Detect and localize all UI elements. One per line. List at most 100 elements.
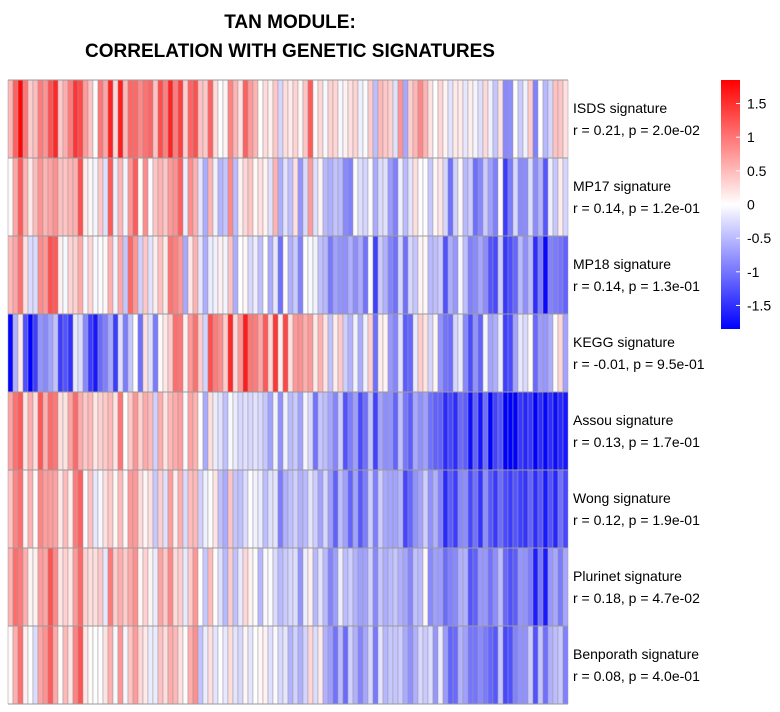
heatmap-cell	[327, 157, 334, 237]
heatmap-cell	[62, 157, 69, 237]
heatmap-cell	[287, 391, 294, 471]
heatmap-cell	[262, 235, 269, 315]
heatmap-cell	[17, 625, 24, 705]
heatmap-cell	[102, 235, 109, 315]
heatmap-cell	[277, 469, 284, 549]
heatmap-cell	[547, 313, 554, 393]
heatmap-cell	[197, 469, 204, 549]
heatmap-cell	[237, 79, 244, 159]
heatmap-cell	[77, 235, 84, 315]
heatmap-cell	[382, 625, 389, 705]
heatmap-cell	[247, 157, 254, 237]
row-label-name: KEGG signature	[573, 334, 675, 350]
heatmap-cell	[422, 79, 429, 159]
heatmap-cell	[277, 79, 284, 159]
heatmap-cell	[92, 391, 99, 471]
heatmap-cell	[392, 547, 399, 627]
heatmap-cell	[307, 157, 314, 237]
heatmap-cell	[287, 469, 294, 549]
heatmap-cell	[442, 547, 449, 627]
heatmap-cell	[267, 157, 274, 237]
heatmap-cell	[457, 469, 464, 549]
heatmap-cell	[362, 469, 369, 549]
heatmap-cell	[507, 79, 514, 159]
heatmap-cell	[157, 391, 164, 471]
row-label-stat: r = 0.21, p = 2.0e-02	[573, 122, 700, 138]
heatmap-cell	[522, 547, 529, 627]
heatmap-cell	[237, 625, 244, 705]
heatmap-cell	[77, 313, 84, 393]
heatmap-cell	[207, 235, 214, 315]
heatmap-cell	[267, 235, 274, 315]
heatmap-cell	[247, 79, 254, 159]
heatmap-cell	[502, 625, 509, 705]
heatmap-cell	[512, 625, 519, 705]
heatmap-cell	[472, 625, 479, 705]
heatmap-cell	[112, 469, 119, 549]
heatmap-cell	[72, 79, 79, 159]
heatmap-cell	[197, 235, 204, 315]
heatmap-cell	[432, 79, 439, 159]
heatmap-cell	[207, 79, 214, 159]
heatmap-cell	[207, 313, 214, 393]
heatmap-cell	[302, 235, 309, 315]
heatmap-cell	[52, 547, 59, 627]
heatmap-cell	[267, 391, 274, 471]
heatmap-cell	[132, 391, 139, 471]
heatmap-cell	[547, 547, 554, 627]
heatmap-cell	[147, 469, 154, 549]
heatmap-cell	[332, 313, 339, 393]
heatmap-cell	[427, 79, 434, 159]
heatmap-cell	[7, 79, 14, 159]
heatmap-cell	[302, 79, 309, 159]
heatmap-cell	[92, 469, 99, 549]
heatmap-cell	[412, 157, 419, 237]
heatmap-cell	[292, 79, 299, 159]
heatmap-cell	[372, 313, 379, 393]
heatmap-cell	[502, 79, 509, 159]
heatmap-cell	[347, 625, 354, 705]
heatmap-cell	[492, 625, 499, 705]
legend-tick-label: 0	[747, 197, 755, 213]
heatmap-cell	[292, 157, 299, 237]
heatmap-cell	[152, 235, 159, 315]
heatmap-cell	[422, 625, 429, 705]
heatmap-cell	[67, 313, 74, 393]
heatmap-cell	[367, 625, 374, 705]
heatmap-cell	[417, 235, 424, 315]
heatmap-cell	[312, 313, 319, 393]
heatmap-cell	[152, 157, 159, 237]
heatmap-cell	[197, 79, 204, 159]
heatmap-cell	[297, 547, 304, 627]
heatmap-cell	[217, 157, 224, 237]
heatmap-cell	[297, 469, 304, 549]
heatmap-cell	[377, 469, 384, 549]
heatmap-cell	[552, 625, 559, 705]
heatmap-cell	[157, 469, 164, 549]
heatmap-cell	[372, 625, 379, 705]
heatmap-cell	[367, 547, 374, 627]
heatmap-cell	[242, 625, 249, 705]
heatmap-cell	[357, 625, 364, 705]
heatmap-cell	[447, 625, 454, 705]
heatmap-cell	[457, 547, 464, 627]
heatmap-cell	[387, 469, 394, 549]
heatmap-cell	[47, 547, 54, 627]
heatmap-cell	[472, 469, 479, 549]
heatmap-cell	[57, 313, 64, 393]
heatmap-cell	[487, 469, 494, 549]
heatmap-cell	[462, 157, 469, 237]
heatmap-cell	[497, 625, 504, 705]
heatmap-cell	[17, 157, 24, 237]
heatmap-cell	[317, 391, 324, 471]
heatmap-cell	[247, 391, 254, 471]
heatmap-cell	[27, 235, 34, 315]
heatmap-cell	[137, 625, 144, 705]
heatmap-cell	[377, 157, 384, 237]
heatmap-cell	[442, 313, 449, 393]
heatmap-cell	[347, 79, 354, 159]
heatmap-cell	[452, 547, 459, 627]
heatmap-cell	[282, 625, 289, 705]
heatmap-cell	[417, 79, 424, 159]
heatmap-cell	[417, 313, 424, 393]
